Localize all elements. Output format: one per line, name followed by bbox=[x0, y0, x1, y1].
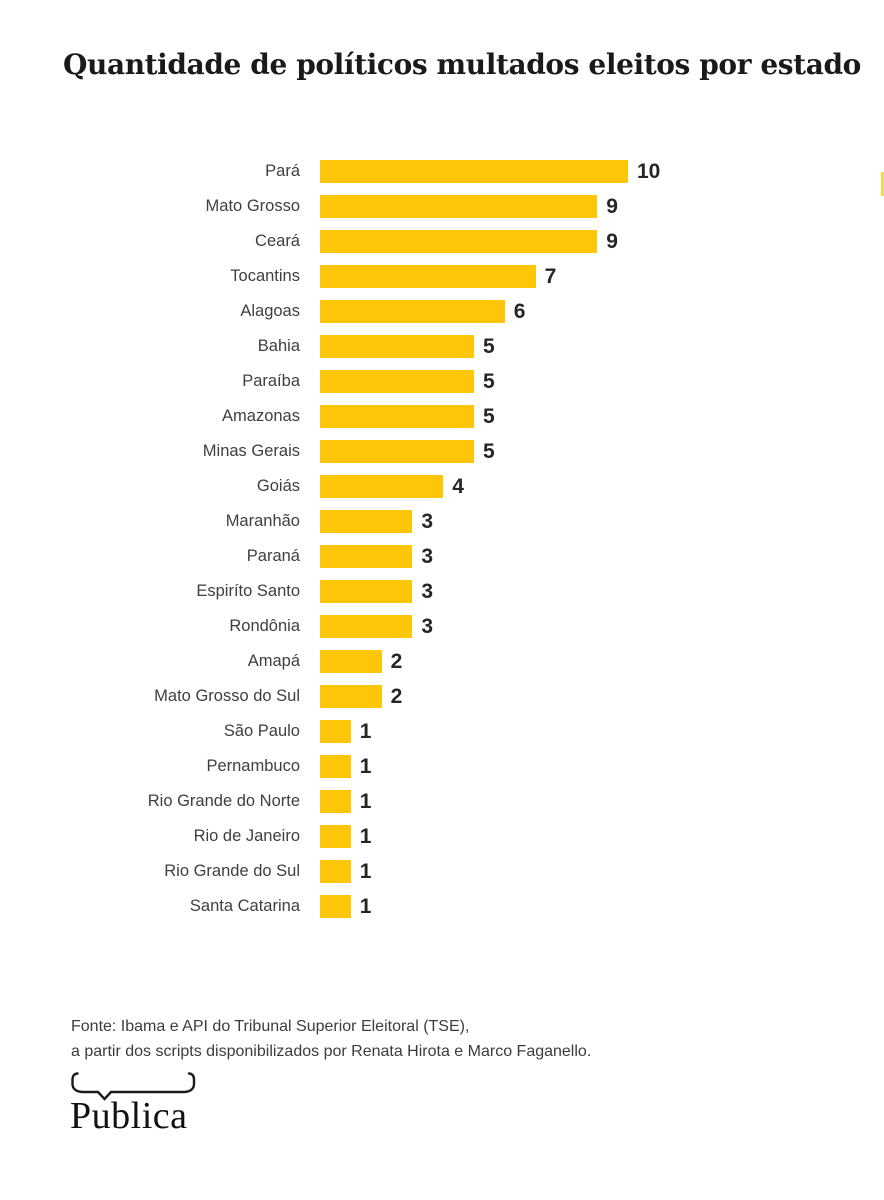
value-label: 2 bbox=[390, 684, 403, 708]
bar bbox=[320, 510, 413, 533]
value-label: 9 bbox=[606, 229, 618, 253]
chart-title: Quantidade de políticos multados eleitos… bbox=[63, 48, 861, 81]
bar bbox=[320, 265, 536, 288]
category-label: Amapá bbox=[247, 652, 300, 670]
category-label: Rio Grande do Norte bbox=[147, 792, 300, 810]
value-label: 3 bbox=[421, 614, 434, 638]
category-label: Rondônia bbox=[229, 617, 300, 635]
category-label: Bahia bbox=[257, 337, 300, 355]
bar-row: Ceará 9 bbox=[64, 224, 824, 259]
bar-row: Espiríto Santo 3 bbox=[64, 574, 824, 609]
bar bbox=[320, 545, 413, 568]
bar-row: Mato Grosso do Sul 2 bbox=[64, 679, 824, 714]
bar-row: Santa Catarina 1 bbox=[64, 889, 824, 924]
publica-wordmark: Publica bbox=[70, 1095, 188, 1137]
bar bbox=[320, 160, 628, 183]
category-label: Minas Gerais bbox=[202, 442, 300, 460]
value-label: 5 bbox=[483, 369, 495, 393]
source-line-2: a partir dos scripts disponibilizados po… bbox=[71, 1043, 592, 1060]
category-label: Rio de Janeiro bbox=[193, 827, 300, 845]
value-label: 7 bbox=[544, 264, 557, 288]
source-note: Fonte: Ibama e API do Tribunal Superior … bbox=[71, 1014, 591, 1064]
bar bbox=[320, 580, 413, 603]
category-label: Mato Grosso bbox=[205, 197, 300, 215]
bar-row: Rio Grande do Norte 1 bbox=[64, 784, 824, 819]
bar bbox=[320, 440, 474, 463]
category-label: Amazonas bbox=[222, 407, 300, 425]
bar-row: Alagoas 6 bbox=[64, 294, 824, 329]
bar bbox=[320, 790, 351, 813]
bar bbox=[320, 615, 413, 638]
publica-brace-icon bbox=[71, 1072, 196, 1101]
right-edge-mark bbox=[881, 172, 884, 196]
bar bbox=[320, 300, 505, 323]
value-label: 1 bbox=[359, 894, 372, 918]
category-label: Espiríto Santo bbox=[196, 582, 300, 600]
bar-row: Paraná 3 bbox=[64, 539, 824, 574]
bar-row: Minas Gerais 5 bbox=[64, 434, 824, 469]
bar-row: Amapá 2 bbox=[64, 644, 824, 679]
value-label: 5 bbox=[483, 334, 495, 358]
source-line-1: Fonte: Ibama e API do Tribunal Superior … bbox=[71, 1018, 470, 1035]
bar bbox=[320, 405, 474, 428]
value-label: 3 bbox=[421, 544, 434, 568]
bar bbox=[320, 755, 351, 778]
value-label: 2 bbox=[390, 649, 403, 673]
bar bbox=[320, 825, 351, 848]
value-label: 3 bbox=[421, 579, 434, 603]
bar-row: Rondônia 3 bbox=[64, 609, 824, 644]
category-label: Paraíba bbox=[242, 372, 300, 390]
value-label: 1 bbox=[359, 859, 372, 883]
category-label: Alagoas bbox=[240, 302, 300, 320]
category-label: Maranhão bbox=[225, 512, 300, 530]
bar-row: Bahia 5 bbox=[64, 329, 824, 364]
bar-row: São Paulo 1 bbox=[64, 714, 824, 749]
publica-logo: Publica bbox=[70, 1072, 196, 1138]
bar-row: Rio Grande do Sul 1 bbox=[64, 854, 824, 889]
bar bbox=[320, 230, 598, 253]
bar bbox=[320, 895, 351, 918]
bar bbox=[320, 685, 382, 708]
bar-row: Pará 10 bbox=[64, 154, 824, 189]
category-label: Ceará bbox=[255, 232, 300, 250]
bar bbox=[320, 335, 474, 358]
bar-row: Maranhão 3 bbox=[64, 504, 824, 539]
value-label: 5 bbox=[483, 404, 495, 428]
bar-row: Goiás 4 bbox=[64, 469, 824, 504]
category-label: Paraná bbox=[246, 547, 300, 565]
bar bbox=[320, 195, 598, 218]
value-label: 10 bbox=[637, 159, 661, 183]
value-label: 1 bbox=[359, 824, 372, 848]
category-label: Pará bbox=[265, 162, 300, 180]
category-label: Pernambuco bbox=[206, 757, 300, 775]
category-label: São Paulo bbox=[223, 722, 300, 740]
bar bbox=[320, 860, 351, 883]
bar-row: Paraíba 5 bbox=[64, 364, 824, 399]
value-label: 9 bbox=[606, 194, 618, 218]
bar-row: Tocantins 7 bbox=[64, 259, 824, 294]
category-label: Rio Grande do Sul bbox=[164, 862, 300, 880]
bar-row: Mato Grosso 9 bbox=[64, 189, 824, 224]
value-label: 5 bbox=[483, 439, 495, 463]
value-label: 4 bbox=[452, 474, 464, 498]
bar bbox=[320, 650, 382, 673]
bar-row: Rio de Janeiro 1 bbox=[64, 819, 824, 854]
bar-chart: Pará 10 Mato Grosso 9 Ceará 9 Tocantins 7 Alagoa… bbox=[64, 154, 824, 924]
category-label: Santa Catarina bbox=[189, 897, 300, 915]
bar bbox=[320, 720, 351, 743]
value-label: 3 bbox=[421, 509, 434, 533]
value-label: 1 bbox=[359, 789, 372, 813]
bar-row: Amazonas 5 bbox=[64, 399, 824, 434]
category-label: Mato Grosso do Sul bbox=[154, 687, 300, 705]
value-label: 1 bbox=[359, 754, 372, 778]
category-label: Tocantins bbox=[230, 267, 300, 285]
bar bbox=[320, 475, 444, 498]
category-label: Goiás bbox=[256, 477, 300, 495]
bar-row: Pernambuco 1 bbox=[64, 749, 824, 784]
bar bbox=[320, 370, 474, 393]
value-label: 6 bbox=[513, 299, 526, 323]
value-label: 1 bbox=[359, 719, 372, 743]
